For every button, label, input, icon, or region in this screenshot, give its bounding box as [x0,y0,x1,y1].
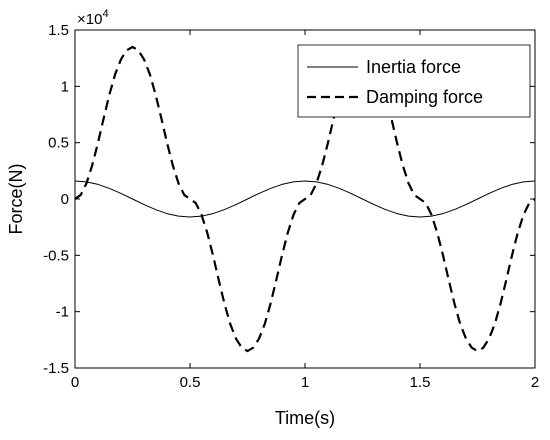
series-layer [75,45,535,353]
x-tick-label: 0.5 [180,374,201,391]
legend-label-damping: Damping force [366,87,483,107]
y-tick-label: 1.5 [48,22,69,39]
x-tick-label: 0 [71,374,79,391]
legend-box [297,44,531,118]
ticks-layer: 0 0.5 1 1.5 2 -1.5 -1 -0.5 0 0.5 1 1.5 [43,22,539,391]
y-axis-label: Force(N) [6,164,26,235]
series-line-damping-force [75,45,535,353]
series-line-inertia-force [75,180,535,218]
x-tick-label: 1.5 [410,374,431,391]
x-tick-label: 1 [301,374,309,391]
y-multiplier: ×104 [77,8,109,28]
y-tick-label: -0.5 [43,247,69,264]
y-multiplier-base: ×10 [77,11,102,28]
legend: Inertia force Damping force [297,44,531,118]
x-tick-label: 2 [531,374,539,391]
legend-label-inertia: Inertia force [366,57,461,77]
y-tick-label: 0.5 [48,135,69,152]
y-tick-label: 0 [61,191,69,208]
y-multiplier-exponent: 4 [102,8,108,20]
y-tick-label: -1 [56,304,69,321]
x-axis-label: Time(s) [275,408,335,428]
y-tick-label: 1 [61,78,69,95]
y-tick-label: -1.5 [43,360,69,377]
